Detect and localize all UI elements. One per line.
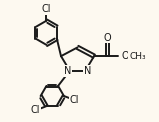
Text: N: N	[84, 66, 91, 76]
Text: O: O	[104, 33, 111, 43]
Text: CH₃: CH₃	[129, 52, 146, 61]
Text: Cl: Cl	[70, 95, 79, 105]
Text: O: O	[121, 51, 129, 61]
Text: Cl: Cl	[30, 105, 40, 115]
Text: Cl: Cl	[42, 4, 51, 14]
Text: N: N	[64, 66, 71, 76]
